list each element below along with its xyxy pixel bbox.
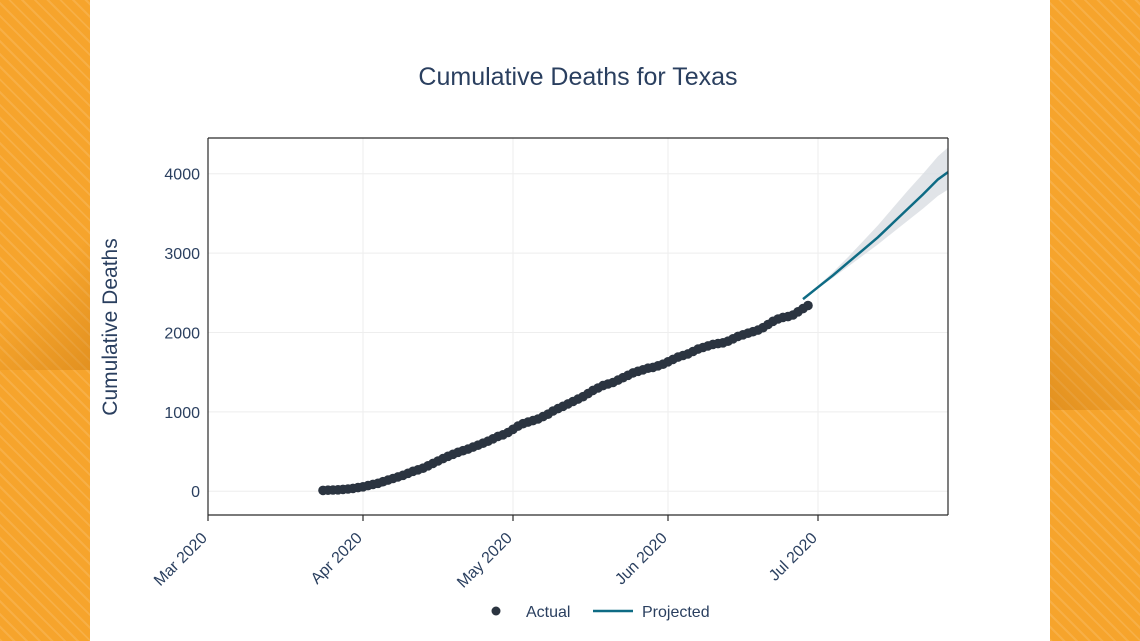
grid-lines [207, 138, 948, 515]
projected-line [802, 171, 949, 301]
x-tick-label: Jul 2020 [766, 530, 821, 585]
y-axis-label: Cumulative Deaths [99, 238, 122, 415]
y-tick-label: 2000 [164, 325, 200, 342]
legend-actual-label: Actual [526, 604, 570, 621]
y-tick-label: 1000 [164, 405, 200, 422]
left-decorative-band [0, 0, 90, 641]
axes [207, 137, 949, 521]
x-tick-label: Jun 2020 [612, 530, 671, 589]
x-tick-label: May 2020 [454, 530, 516, 592]
y-tick-label: 4000 [164, 167, 200, 184]
legend-projected-label: Projected [642, 604, 710, 621]
data-series [318, 171, 949, 496]
legend: Actual Projected [491, 604, 710, 621]
y-tick-label: 0 [191, 484, 200, 501]
y-tick-label: 3000 [164, 246, 200, 263]
cumulative-deaths-chart: Cumulative Deaths for Texas Cumulative D… [99, 63, 949, 621]
tick-labels: 0 1000 2000 3000 4000 Mar 2020 Apr 2020 May 202… [151, 167, 821, 592]
x-tick-label: Mar 2020 [151, 530, 211, 590]
legend-actual-marker [491, 606, 501, 616]
confidence-bands [803, 147, 948, 300]
chart-title: Cumulative Deaths for Texas [418, 63, 737, 91]
projected-confidence-band [803, 147, 948, 300]
actual-data-point [803, 300, 813, 311]
x-tick-label: Apr 2020 [308, 530, 366, 588]
right-decorative-band [1050, 0, 1140, 641]
